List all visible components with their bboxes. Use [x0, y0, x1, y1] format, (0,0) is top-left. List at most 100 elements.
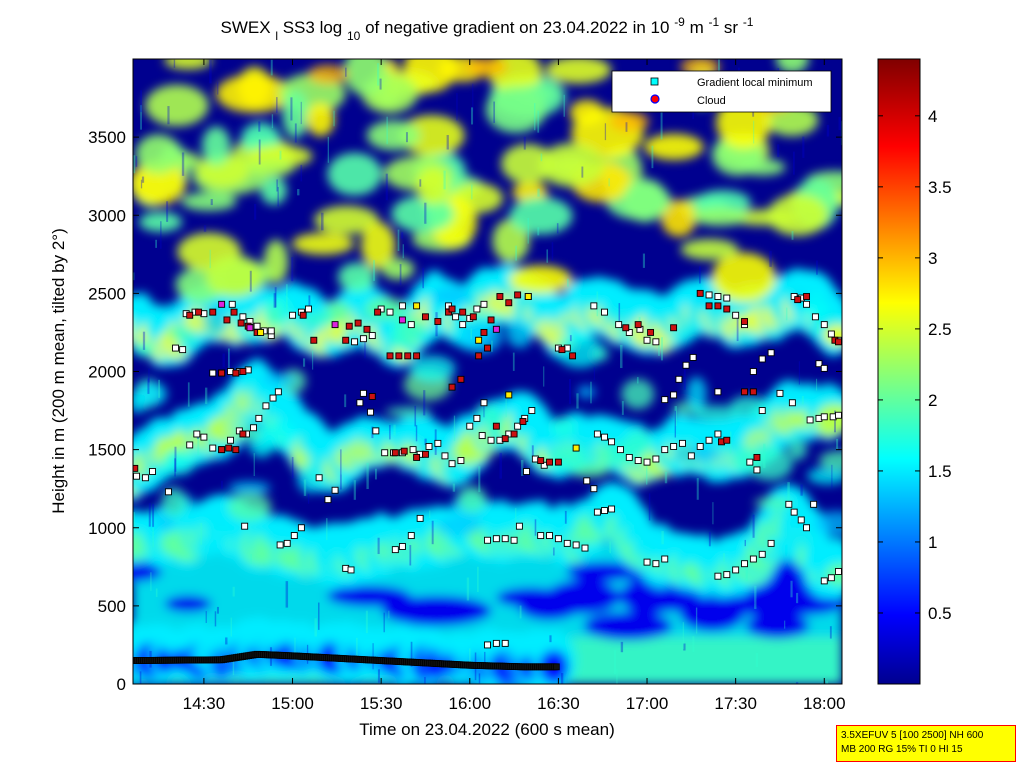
gradient-min-marker: [820, 364, 828, 372]
gradient-min-marker: [661, 396, 669, 404]
heatmap-cell: [381, 258, 415, 280]
gradient-min-marker: [615, 321, 623, 329]
colorbar-tick-label: 0.5: [928, 604, 952, 623]
cloud-marker: [374, 308, 382, 316]
gradient-min-marker: [141, 474, 149, 482]
heatmap-streak: [683, 364, 686, 390]
heatmap-streak: [790, 580, 793, 598]
heatmap-streak: [537, 110, 540, 133]
heatmap-cell: [432, 286, 471, 306]
heatmap-streak: [140, 105, 142, 130]
magenta-marker: [492, 325, 500, 333]
heatmap-streak: [279, 150, 282, 160]
heatmap-streak: [674, 406, 677, 426]
cloud-marker: [487, 316, 495, 324]
heatmap-streak: [452, 483, 456, 492]
gradient-min-marker: [608, 505, 616, 513]
heatmap-cell: [692, 405, 740, 421]
heatmap-streak: [414, 405, 417, 427]
cloud-marker: [404, 352, 412, 360]
heatmap-streak: [308, 295, 311, 309]
gradient-min-marker: [441, 452, 449, 460]
heatmap-streak: [205, 611, 207, 623]
cloud-marker: [448, 305, 456, 313]
colorbar-tick-label: 3: [928, 249, 937, 268]
magenta-marker: [398, 316, 406, 324]
gradient-min-marker: [487, 436, 495, 444]
cloud-marker: [395, 352, 403, 360]
heatmap-streak: [609, 541, 612, 554]
gradient-min-marker: [827, 330, 835, 338]
title-unit2: sr: [724, 18, 739, 37]
legend-entry-gradient-min: Gradient local minimum: [697, 77, 813, 89]
cloud-marker: [239, 368, 247, 375]
gradient-min-marker: [608, 438, 616, 446]
gradient-min-marker: [767, 349, 775, 357]
heatmap-streak: [181, 152, 185, 176]
gradient-min-marker: [267, 327, 275, 335]
gradient-min-marker: [714, 293, 722, 300]
heatmap-streak: [752, 514, 755, 538]
title-mid-sub: 10: [347, 29, 361, 43]
heatmap-streak: [777, 144, 780, 158]
heatmap-streak: [173, 59, 176, 68]
gradient-min-marker: [581, 544, 589, 552]
y-tick-label: 1500: [88, 441, 126, 460]
heatmap-streak: [419, 179, 422, 187]
cloud-marker: [510, 430, 518, 438]
gradient-min-marker: [164, 488, 172, 496]
heatmap-streak: [294, 123, 297, 143]
heatmap-cell: [508, 265, 573, 294]
heatmap-streak: [133, 155, 136, 174]
gradient-min-marker: [186, 441, 194, 449]
gradient-min-marker: [696, 443, 704, 450]
legend-square-marker-icon: [650, 77, 659, 86]
heatmap-streak: [321, 212, 324, 231]
heatmap-cell: [754, 497, 793, 508]
heatmap-cell: [485, 86, 547, 134]
gradient-min-marker: [776, 389, 784, 397]
heatmap-streak: [836, 438, 839, 451]
heatmap-cell: [814, 510, 842, 536]
gradient-min-marker: [452, 313, 460, 321]
heatmap-streak: [345, 67, 347, 77]
heatmap-streak: [135, 156, 138, 167]
heatmap-streak: [174, 446, 177, 472]
magenta-marker: [218, 300, 226, 308]
heatmap-streak: [785, 307, 788, 321]
gradient-min-marker: [398, 543, 406, 550]
heatmap-streak: [217, 81, 219, 95]
heatmap-streak: [133, 512, 135, 526]
cloud-marker: [558, 346, 566, 354]
heatmap-streak: [424, 677, 426, 684]
gradient-min-marker: [480, 399, 488, 407]
heatmap-streak: [453, 415, 456, 441]
heatmap-streak: [456, 93, 458, 121]
heatmap-streak: [604, 123, 607, 141]
heatmap-streak: [227, 348, 230, 369]
heatmap-cell: [752, 593, 842, 617]
heatmap-streak: [661, 530, 664, 545]
heatmap-streak: [683, 643, 686, 651]
heatmap-streak: [753, 120, 755, 144]
heatmap-streak: [432, 683, 435, 684]
heatmap-cell: [161, 448, 196, 476]
cloud-marker: [803, 293, 810, 300]
heatmap-streak: [276, 179, 278, 192]
heatmap-streak: [493, 101, 495, 123]
heatmap-streak: [596, 291, 599, 317]
gradient-min-marker: [815, 360, 823, 368]
heatmap-streak: [769, 250, 772, 267]
gradient-min-marker: [753, 466, 761, 474]
gradient-min-marker: [367, 408, 374, 416]
heatmap-streak: [793, 151, 795, 175]
gradient-min-marker: [501, 535, 509, 543]
heatmap-streak: [253, 453, 255, 477]
cloud-marker: [239, 430, 247, 438]
heatmap-cell: [327, 152, 382, 196]
gradient-min-marker: [459, 321, 467, 329]
heatmap-streak: [365, 610, 368, 634]
y-tick-label: 0: [117, 675, 126, 694]
heatmap-cell: [302, 312, 349, 325]
